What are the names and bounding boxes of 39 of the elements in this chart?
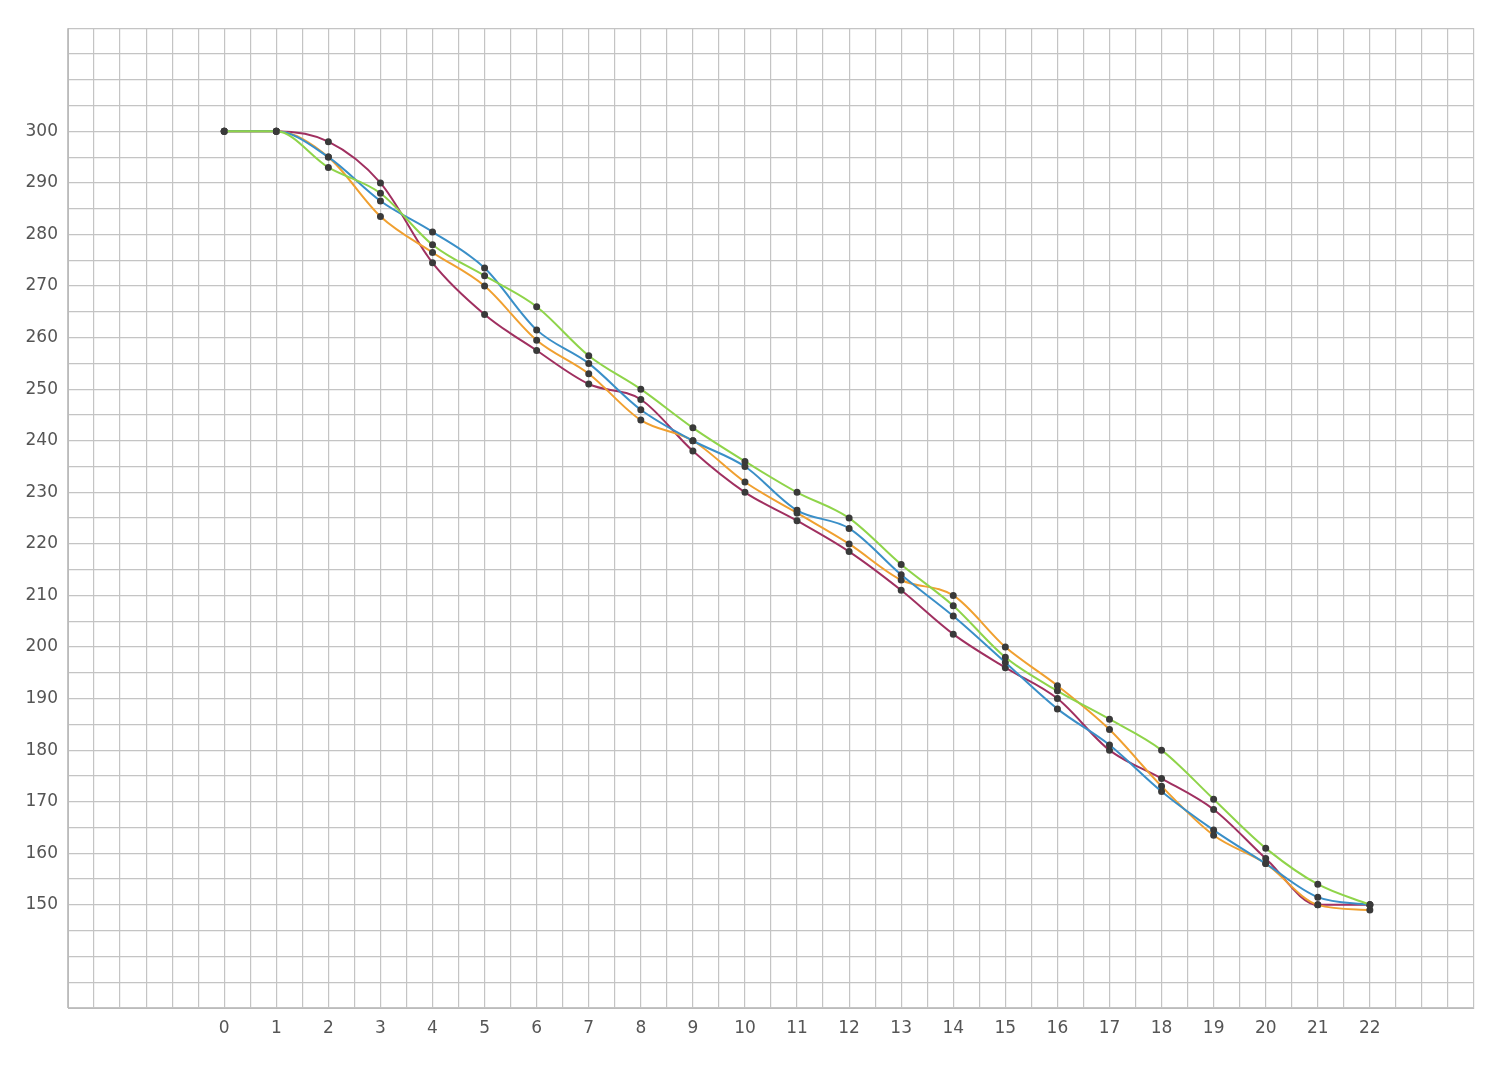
x-tick-label: 9: [687, 1016, 699, 1037]
x-tick-label: 18: [1150, 1016, 1173, 1037]
x-tick-label: 7: [583, 1016, 595, 1037]
x-tick-label: 6: [531, 1016, 543, 1037]
y-tick-label: 260: [25, 326, 58, 347]
y-tick-label: 230: [25, 480, 58, 501]
x-tick-label: 4: [427, 1016, 438, 1037]
y-tick-label: 250: [25, 377, 58, 398]
x-tick-label: 22: [1359, 1016, 1381, 1037]
y-tick-label: 190: [25, 687, 58, 708]
y-tick-label: 280: [25, 222, 58, 243]
y-tick-label: 200: [25, 635, 58, 656]
x-tick-label: 13: [890, 1016, 913, 1037]
y-tick-label: 270: [25, 274, 58, 295]
x-tick-label: 17: [1098, 1016, 1121, 1037]
x-tick-label: 5: [479, 1016, 491, 1037]
x-tick-label: 11: [786, 1016, 808, 1037]
y-tick-label: 160: [25, 841, 58, 862]
x-tick-label: 20: [1254, 1016, 1277, 1037]
y-tick-label: 150: [25, 893, 58, 914]
y-tick-label: 240: [25, 429, 58, 450]
y-tick-label: 210: [25, 583, 58, 604]
x-tick-label: 21: [1306, 1016, 1329, 1037]
x-tick-label: 3: [375, 1016, 386, 1037]
x-tick-label: 14: [942, 1016, 965, 1037]
x-tick-label: 12: [838, 1016, 860, 1037]
y-tick-label: 300: [25, 119, 58, 140]
x-tick-label: 19: [1202, 1016, 1225, 1037]
y-tick-label: 170: [25, 790, 58, 811]
x-tick-label: 15: [994, 1016, 1017, 1037]
y-tick-label: 220: [25, 532, 58, 553]
y-tick-label: 180: [25, 738, 58, 759]
x-tick-label: 16: [1046, 1016, 1069, 1037]
x-tick-label: 0: [218, 1016, 230, 1037]
x-tick-label: 8: [635, 1016, 647, 1037]
x-tick-label: 2: [322, 1016, 334, 1037]
x-tick-label: 10: [734, 1016, 756, 1037]
x-tick-label: 1: [270, 1016, 282, 1037]
y-tick-label: 290: [25, 171, 58, 192]
